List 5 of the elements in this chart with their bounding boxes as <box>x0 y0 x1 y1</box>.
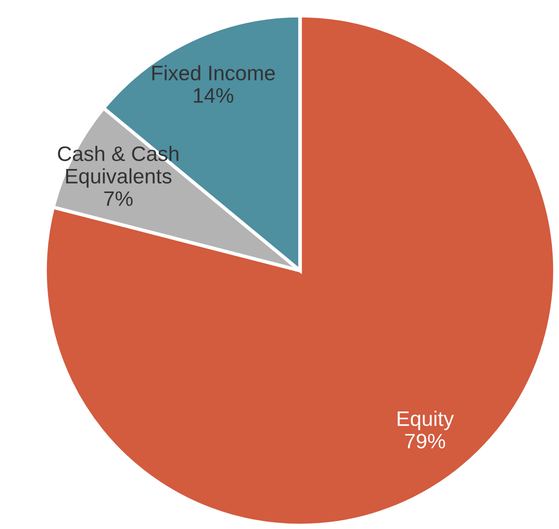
data-label: 7% <box>104 191 133 206</box>
data-label: 14% <box>194 88 234 103</box>
slice-label: Fixed Income <box>152 65 275 80</box>
slice-label: Equity <box>398 410 454 430</box>
data-label: 79% <box>405 434 446 448</box>
